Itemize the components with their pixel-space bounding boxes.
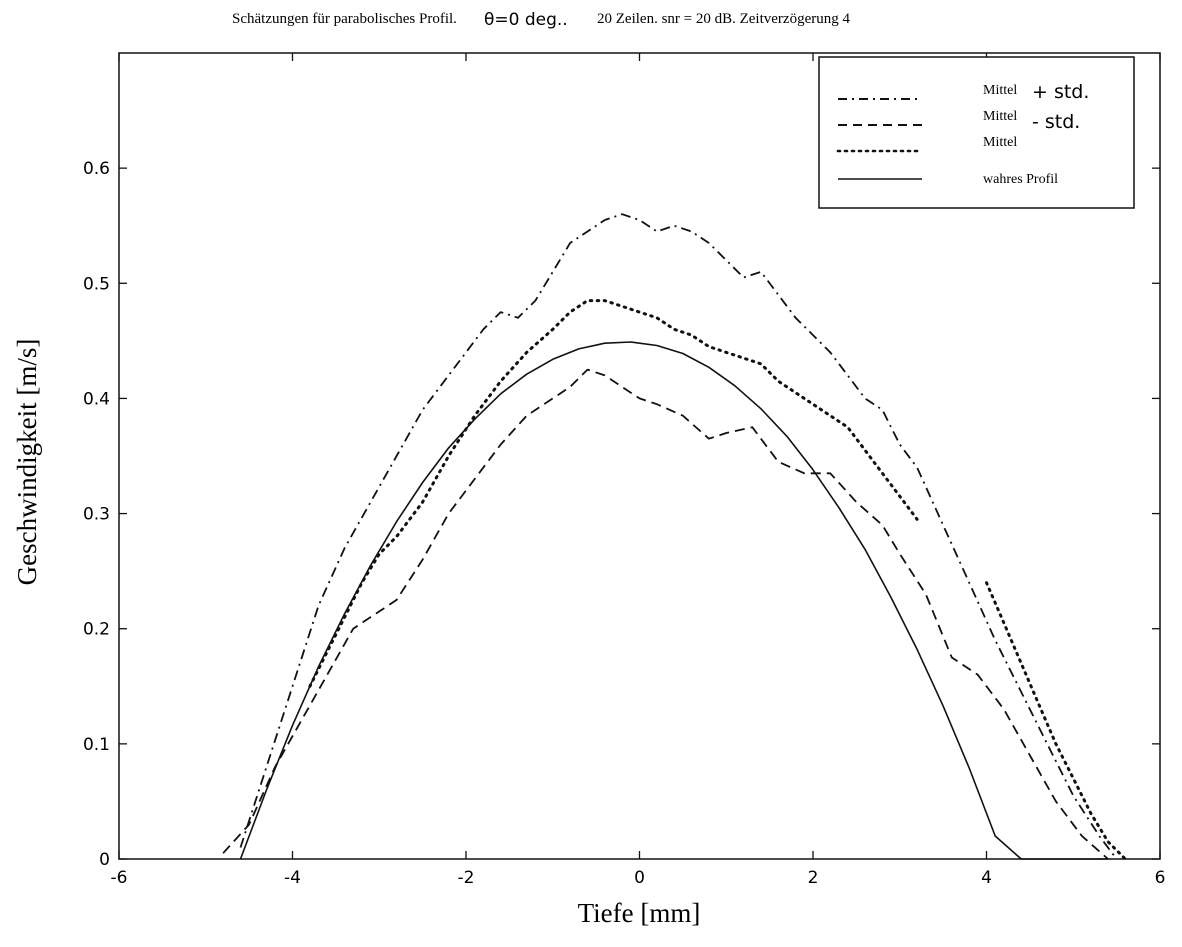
y-tick-label: 0.3 (83, 505, 110, 525)
series-line-1-dashed (222, 368, 1109, 860)
legend-label-1: Mittel (983, 83, 1017, 98)
chart-title-part1: Schätzungen für parabolisches Profil. (232, 11, 457, 27)
series-line-2-dotted (308, 299, 919, 688)
x-tick-label: -2 (458, 868, 475, 888)
legend-box (818, 56, 1135, 209)
legend: Mittel + std. Mittel - std. Mittel wahre… (818, 56, 1135, 209)
series-layer (222, 213, 1127, 861)
chart-title-part3: 20 Zeilen. snr = 20 dB. Zeitverzögerung … (597, 11, 850, 27)
x-tick-label: -6 (111, 868, 128, 888)
x-tick-label: 6 (1155, 868, 1166, 888)
x-tick-label: 2 (808, 868, 819, 888)
axis-ticks: -6 -4 -2 0 2 4 6 0 0.1 0.2 0.3 0.4 0.5 0.6 (83, 53, 1165, 888)
legend-suffix-1: + std. (1032, 81, 1089, 103)
y-axis-label: Geschwindigkeit [m/s] (12, 339, 42, 586)
legend-suffix-2: - std. (1032, 111, 1080, 133)
legend-label-2: Mittel (983, 109, 1017, 124)
legend-label-3: Mittel (983, 135, 1017, 150)
x-axis-label: Tiefe [mm] (578, 898, 701, 928)
y-tick-label: 0 (99, 850, 110, 870)
x-tick-label: 4 (981, 868, 992, 888)
series-line-0-dashdot (239, 213, 1118, 860)
y-tick-label: 0.5 (83, 274, 110, 294)
y-tick-label: 0.1 (83, 735, 110, 755)
legend-label-4: wahres Profil (983, 172, 1058, 187)
y-tick-label: 0.2 (83, 620, 110, 640)
series-line-3-dotted (985, 581, 1127, 861)
chart-title-part2: θ=0 deg.. (484, 10, 568, 30)
x-tick-label: 0 (634, 868, 645, 888)
series-line-4-solid (239, 341, 1108, 860)
x-tick-label: -4 (284, 868, 301, 888)
y-tick-label: 0.4 (83, 389, 110, 409)
y-tick-label: 0.6 (83, 159, 110, 179)
